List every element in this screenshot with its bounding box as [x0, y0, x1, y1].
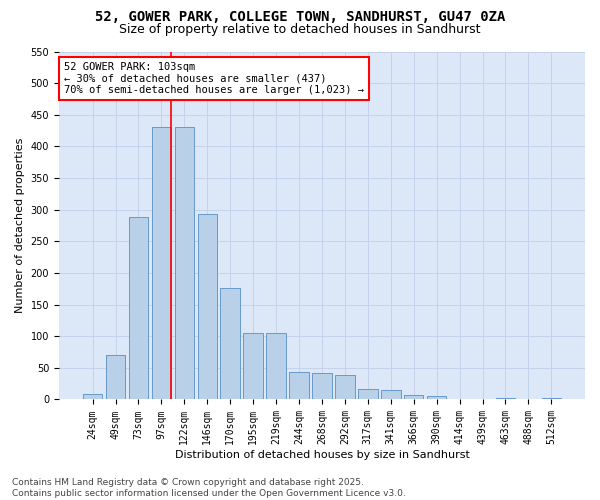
Text: 52 GOWER PARK: 103sqm
← 30% of detached houses are smaller (437)
70% of semi-det: 52 GOWER PARK: 103sqm ← 30% of detached …: [64, 62, 364, 95]
Bar: [244, 333, 263, 400]
Bar: [312, 373, 332, 400]
Bar: [358, 390, 377, 400]
Bar: [220, 288, 240, 400]
Bar: [106, 354, 125, 400]
Bar: [83, 394, 103, 400]
Bar: [152, 128, 171, 400]
Bar: [496, 398, 515, 400]
Bar: [381, 390, 401, 400]
X-axis label: Distribution of detached houses by size in Sandhurst: Distribution of detached houses by size …: [175, 450, 469, 460]
Bar: [289, 372, 309, 400]
Bar: [175, 128, 194, 400]
Text: Size of property relative to detached houses in Sandhurst: Size of property relative to detached ho…: [119, 22, 481, 36]
Bar: [197, 214, 217, 400]
Bar: [427, 396, 446, 400]
Y-axis label: Number of detached properties: Number of detached properties: [15, 138, 25, 313]
Text: 52, GOWER PARK, COLLEGE TOWN, SANDHURST, GU47 0ZA: 52, GOWER PARK, COLLEGE TOWN, SANDHURST,…: [95, 10, 505, 24]
Bar: [404, 395, 424, 400]
Bar: [542, 398, 561, 400]
Text: Contains HM Land Registry data © Crown copyright and database right 2025.
Contai: Contains HM Land Registry data © Crown c…: [12, 478, 406, 498]
Bar: [128, 218, 148, 400]
Bar: [335, 375, 355, 400]
Bar: [266, 333, 286, 400]
